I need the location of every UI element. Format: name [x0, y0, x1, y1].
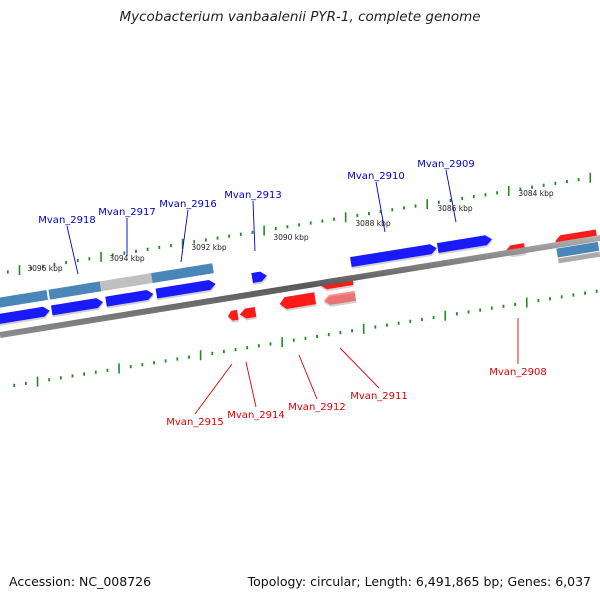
gene-reverse — [323, 290, 357, 307]
gene-label-reverse: Mvan_2915 — [166, 417, 223, 428]
scale-tick-label: 3084 kbp — [518, 189, 554, 198]
lower-scale-ticks — [13, 289, 598, 387]
leader-line — [339, 347, 380, 389]
feature-band — [99, 273, 153, 292]
gene-label-forward: Mvan_2913 — [224, 190, 281, 201]
gene-forward — [350, 244, 438, 269]
gene-forward — [155, 279, 216, 301]
gene-forward-body — [105, 290, 154, 307]
gene-reverse-body — [239, 306, 257, 319]
gene-forward-body — [0, 306, 50, 324]
scale-tick-label: 3086 kbp — [437, 204, 473, 213]
gene-reverse-body — [323, 290, 357, 305]
topology-text: Topology: circular; Length: 6,491,865 bp… — [247, 574, 591, 589]
gene-label-forward: Mvan_2917 — [98, 207, 155, 218]
leader-line — [298, 354, 318, 400]
scale-tick-label: 3094 kbp — [109, 254, 145, 263]
gene-label-reverse: Mvan_2911 — [350, 391, 407, 402]
backbone-line — [0, 234, 600, 338]
feature-tracks — [0, 229, 600, 326]
map-title: Mycobacterium vanbaalenii PYR-1, complet… — [119, 9, 481, 25]
feature-band — [151, 263, 214, 283]
leader-line — [252, 200, 256, 252]
scale-tick-label: 3096 kbp — [27, 264, 63, 273]
gene-forward-body — [155, 279, 216, 299]
gene-forward — [105, 290, 154, 309]
feature-band — [0, 290, 49, 308]
gene-forward-body — [350, 244, 437, 268]
gene-label-forward: Mvan_2916 — [159, 199, 216, 210]
genome-backbone — [0, 234, 600, 338]
leader-line — [180, 209, 189, 263]
gene-reverse — [239, 306, 257, 321]
leader-line — [245, 361, 257, 408]
gene-label-forward: Mvan_2918 — [38, 215, 95, 226]
gene-forward — [251, 271, 268, 285]
leader-line — [445, 169, 457, 223]
feature-band — [556, 241, 600, 258]
scale-tick-label: 3092 kbp — [191, 243, 227, 252]
gene-label-reverse: Mvan_2914 — [227, 410, 284, 421]
gene-forward — [436, 235, 493, 255]
scale-tick-label: 3088 kbp — [355, 219, 391, 228]
gene-label-reverse: Mvan_2908 — [489, 367, 546, 378]
accession-text: Accession: NC_008726 — [9, 574, 152, 589]
gene-reverse — [279, 292, 317, 311]
gene-label-forward: Mvan_2909 — [417, 159, 474, 170]
gene-reverse-body — [227, 309, 239, 321]
gene-reverse — [227, 309, 239, 323]
leader-line — [375, 181, 386, 233]
leader-line — [66, 225, 79, 275]
leader-line — [194, 363, 233, 415]
feature-band — [557, 251, 600, 264]
gene-label-forward: Mvan_2910 — [347, 171, 404, 182]
scale-tick-labels: 3096 kbp 3094 kbp 3092 kbp 3090 kbp 3088 kbp… — [27, 189, 554, 273]
gene-forward-body — [251, 271, 267, 283]
gene-forward-body — [50, 298, 104, 316]
gene-forward — [50, 298, 104, 318]
gene-forward-body — [436, 235, 493, 253]
feature-band — [48, 281, 102, 300]
gene-label-reverse: Mvan_2912 — [288, 402, 345, 413]
gene-forward — [0, 306, 51, 326]
gene-reverse-body — [279, 292, 317, 309]
scale-tick-label: 3090 kbp — [273, 233, 309, 242]
